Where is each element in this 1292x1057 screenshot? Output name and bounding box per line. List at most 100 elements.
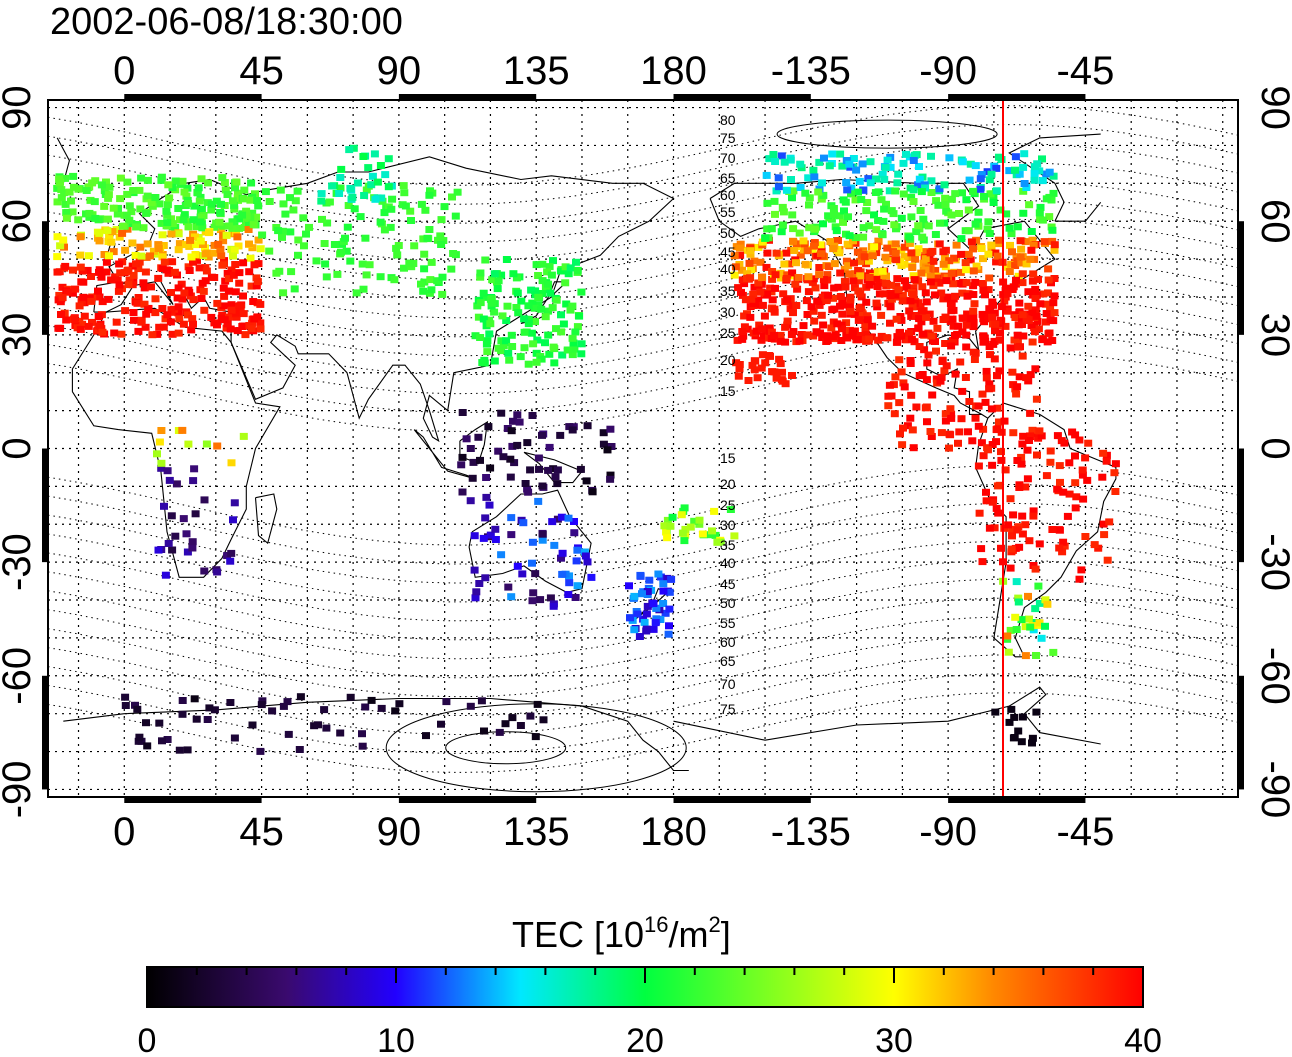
tec-cell (167, 306, 176, 314)
tec-cell (124, 281, 133, 289)
tec-cell (362, 186, 371, 194)
tec-cell (163, 211, 172, 219)
tec-cell (566, 306, 575, 314)
tec-cell (195, 264, 204, 272)
tec-cell (941, 340, 950, 347)
tec-cell (809, 332, 818, 340)
tec-cell (157, 459, 166, 467)
frame-tick-bar (948, 797, 1086, 803)
tec-cell (1049, 299, 1058, 307)
tec-cell (884, 402, 893, 410)
tec-cell (148, 331, 157, 339)
tec-cell (859, 247, 868, 255)
tec-cell (1057, 437, 1066, 445)
tec-cell (291, 197, 300, 205)
tec-cell (314, 721, 322, 729)
tec-cell (113, 276, 122, 284)
tec-cell (134, 265, 143, 273)
tec-cell (1006, 344, 1015, 352)
tec-cell (642, 610, 651, 618)
tec-cell (199, 287, 208, 295)
tec-cell (258, 697, 267, 705)
tec-cell (491, 525, 500, 533)
tec-cell (513, 562, 522, 570)
tec-cell (837, 321, 846, 329)
tec-cell (816, 329, 824, 337)
tec-cell (659, 600, 668, 607)
tec-cell (977, 245, 986, 252)
tec-cell (1021, 652, 1030, 660)
tec-cell (836, 150, 845, 158)
tec-cell (804, 273, 813, 281)
tec-cell (1016, 237, 1025, 245)
tec-cell (744, 377, 753, 384)
tec-cell (880, 175, 889, 183)
tec-cell (219, 284, 228, 292)
tec-cell (121, 307, 130, 315)
tec-cell (166, 318, 175, 326)
tec-cell (964, 206, 973, 214)
tec-cell (100, 187, 109, 195)
tec-cell (98, 298, 107, 306)
tec-cell (969, 245, 977, 253)
tec-cell (886, 163, 895, 171)
tec-cell (1111, 488, 1120, 495)
tec-cell (935, 185, 944, 193)
tec-cell (391, 707, 400, 715)
tec-cell (178, 710, 187, 718)
bottom-longitude-labels: 0 45 90 135 180 -135 -90 -45 (113, 810, 1114, 854)
tec-cell (1004, 648, 1013, 656)
tec-cell (1030, 170, 1039, 177)
tec-cell (1018, 713, 1027, 721)
tec-cell (630, 626, 639, 634)
tec-cell (979, 425, 988, 433)
tec-cell (197, 205, 206, 213)
tec-cell (1009, 283, 1018, 291)
tec-cell (1024, 288, 1033, 296)
tec-cell (1018, 311, 1027, 319)
tec-cell (289, 206, 298, 214)
tec-cell (190, 233, 199, 241)
tec-cell (780, 260, 789, 268)
tec-cell (163, 201, 172, 209)
tec-cell (1003, 284, 1012, 292)
tec-cell (976, 185, 985, 193)
tec-cell (986, 351, 994, 359)
tec-cell (872, 299, 881, 307)
tec-cell (1024, 302, 1033, 310)
tec-cell (796, 251, 805, 259)
tec-cell (296, 693, 305, 701)
tec-cell (864, 257, 873, 265)
tec-cell (564, 270, 573, 278)
tec-cell (819, 191, 828, 199)
tec-cell (902, 150, 910, 158)
tec-cell (887, 281, 895, 289)
coastline (709, 178, 1117, 658)
tec-cell (562, 300, 571, 308)
tec-cell (69, 266, 77, 274)
tec-cell (197, 295, 206, 302)
tec-cell (568, 302, 577, 310)
tec-cell (926, 249, 935, 257)
tec-cell (179, 216, 188, 224)
tec-cell (129, 271, 138, 279)
tec-cell (1010, 336, 1019, 344)
tec-cell (941, 410, 950, 418)
tec-cell (961, 259, 970, 267)
tec-cell (201, 277, 210, 285)
tec-cell (782, 186, 791, 194)
tec-cell (494, 277, 503, 285)
tec-cell (985, 274, 994, 282)
tec-cell (991, 708, 1000, 716)
south-pole-oval-inner (445, 731, 567, 765)
tec-cell (988, 441, 997, 448)
tec-cell (376, 218, 385, 226)
contour-label: 75 (720, 701, 736, 717)
tec-cell (979, 452, 988, 460)
tec-cell (245, 240, 253, 248)
tec-cell (458, 453, 467, 461)
tec-cell (966, 256, 975, 264)
tec-cell (668, 513, 677, 521)
tec-cell (985, 230, 994, 237)
tec-cell (203, 716, 212, 723)
